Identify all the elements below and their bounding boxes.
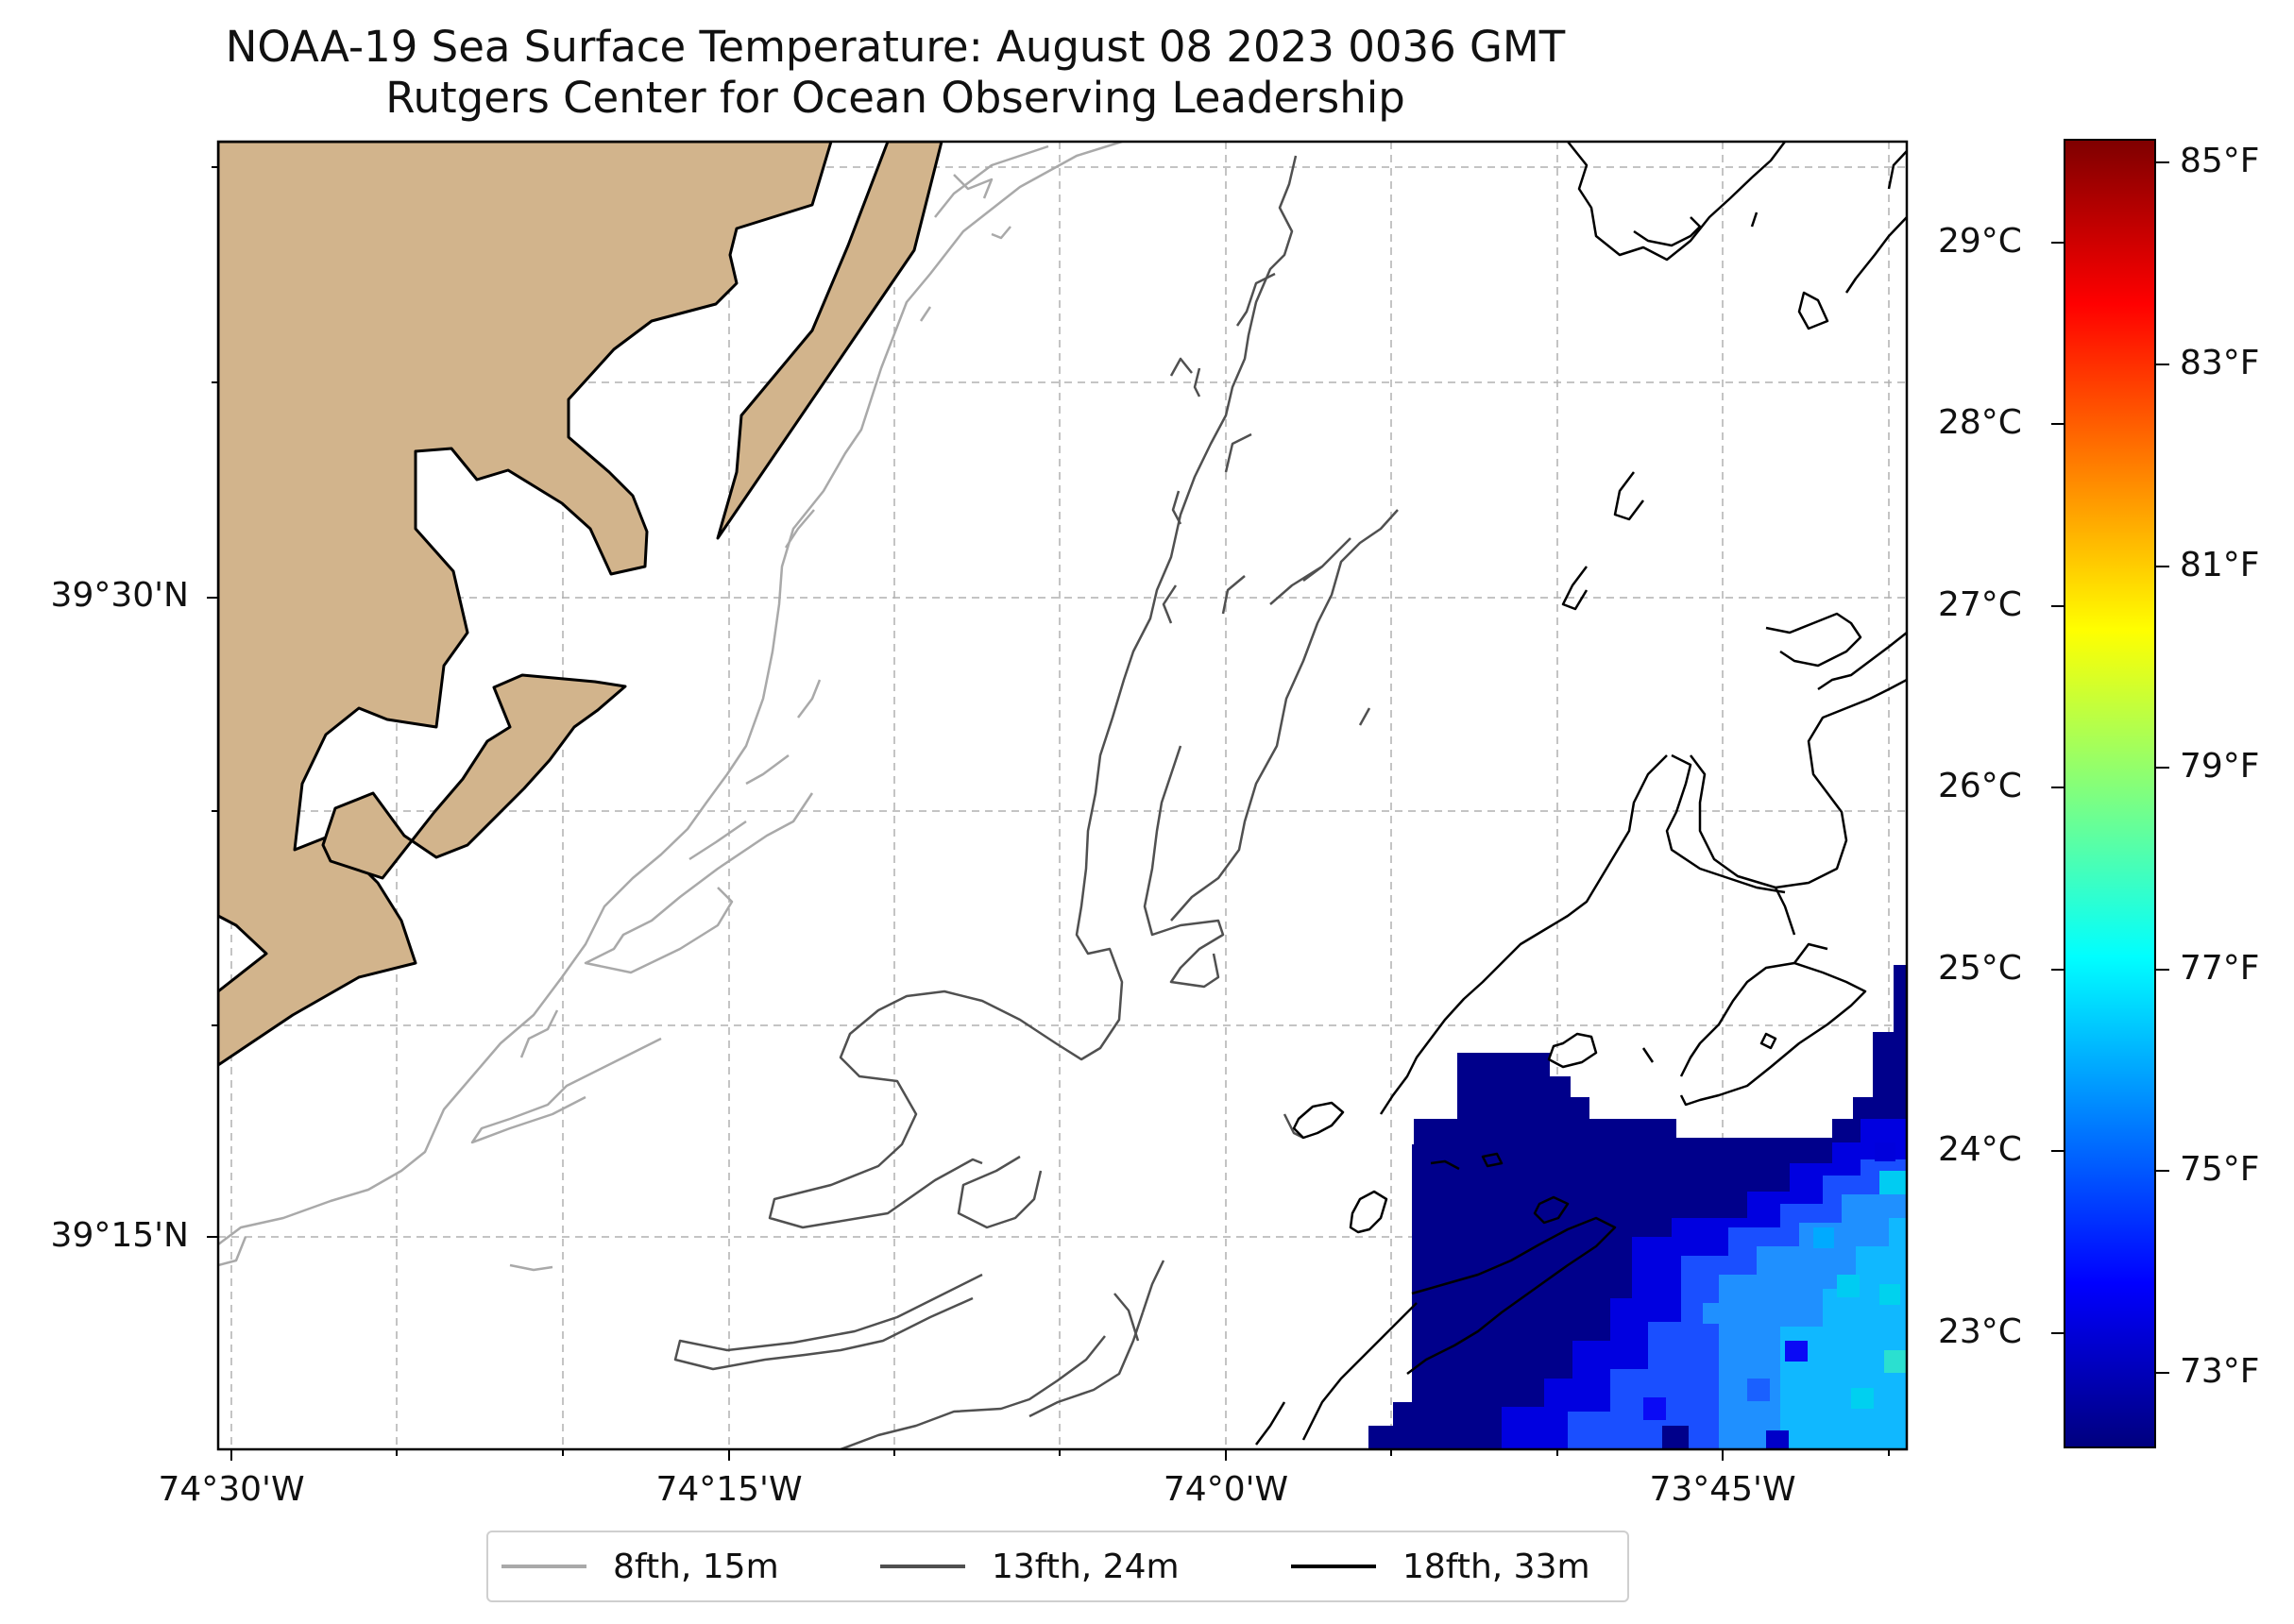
legend-swatch-13fth [880,1565,965,1568]
cb-label-77f: 77°F [2180,949,2260,988]
lon-label-73-45: 73°45'W [1649,1470,1796,1509]
legend-label-18fth: 18fth, 33m [1402,1547,1590,1586]
cb-tick-f [2156,161,2169,163]
cb-label-24c: 24°C [1938,1130,2022,1169]
isobath-13fth [673,155,1399,1449]
chart-subtitle: Rutgers Center for Ocean Observing Leade… [385,73,1405,123]
cb-label-29c: 29°C [1938,222,2022,261]
cb-label-26c: 26°C [1938,767,2022,805]
land-mass [218,142,943,1067]
sst-raster [1368,965,1907,1449]
chart-title: NOAA-19 Sea Surface Temperature: August … [225,22,1566,72]
cb-label-73f: 73°F [2180,1352,2260,1391]
legend-label-8fth: 8fth, 15m [613,1547,779,1586]
legend-label-13fth: 13fth, 24m [992,1547,1180,1586]
cb-tick-f [2156,1372,2169,1374]
cb-tick-f [2156,566,2169,567]
gridlines [218,142,1907,1449]
legend-swatch-8fth [501,1565,586,1568]
lat-label-39-30: 39°30'N [50,576,189,615]
isobath-legend: 8fth, 15m 13fth, 24m 18fth, 33m [486,1531,1629,1602]
cb-label-28c: 28°C [1938,403,2022,442]
legend-item-18fth: 18fth, 33m [1291,1532,1590,1600]
isobath-18fth [1255,142,1907,1446]
cb-tick-c [2051,242,2065,244]
legend-item-8fth: 8fth, 15m [501,1532,779,1600]
cb-label-85f: 85°F [2180,142,2260,180]
temperature-colorbar [2064,139,2156,1448]
lat-label-39-15: 39°15'N [50,1216,189,1255]
cb-label-83f: 83°F [2180,344,2260,382]
legend-item-13fth: 13fth, 24m [880,1532,1180,1600]
cb-label-81f: 81°F [2180,546,2260,584]
lon-label-74-30: 74°30'W [158,1470,305,1509]
legend-swatch-18fth [1291,1565,1376,1568]
cb-tick-c [2051,787,2065,788]
lon-label-74-0: 74°0'W [1163,1470,1289,1509]
map-frame [216,140,1909,1451]
cb-tick-f [2156,969,2169,971]
cb-label-27c: 27°C [1938,585,2022,624]
cb-label-79f: 79°F [2180,747,2260,786]
lon-label-74-15: 74°15'W [655,1470,803,1509]
cb-tick-c [2051,1150,2065,1152]
cb-tick-c [2051,1332,2065,1334]
axis-ticks [207,166,1890,1461]
cb-tick-f [2156,364,2169,365]
cb-tick-f [2156,767,2169,769]
cb-tick-c [2051,605,2065,607]
cb-label-75f: 75°F [2180,1150,2260,1189]
cb-tick-f [2156,1170,2169,1172]
cb-label-25c: 25°C [1938,949,2022,988]
isobath-8fth [218,142,1123,1272]
cb-tick-c [2051,969,2065,971]
cb-tick-c [2051,423,2065,425]
cb-label-23c: 23°C [1938,1312,2022,1351]
